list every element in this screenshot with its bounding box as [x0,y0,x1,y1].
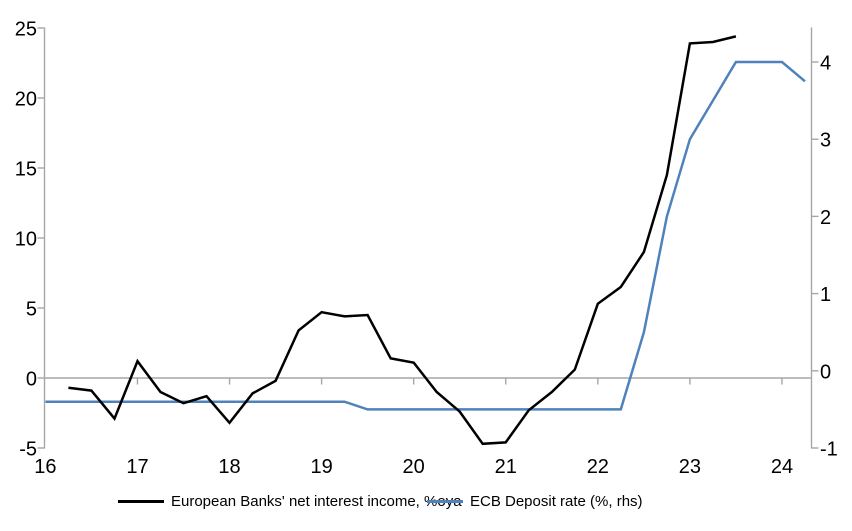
tick-label: 25 [15,19,37,41]
tick-label: -1 [820,439,838,461]
net-interest-income-line [68,35,737,446]
tick-label: 3 [820,130,831,152]
black-line-sample-icon [118,499,164,503]
tick-label: 15 [15,159,37,181]
tick-label: 16 [34,456,56,478]
axis-tick-marks [37,27,819,449]
legend: European Banks' net interest income, %oy… [0,489,852,513]
ecb-deposit-rate-line [45,60,806,411]
tick-label: 10 [15,229,37,251]
tick-label: 1 [820,284,831,306]
tick-label: 17 [126,456,148,478]
tick-label: 0 [26,369,37,391]
tick-label: 18 [218,456,240,478]
tick-label: 4 [820,53,831,75]
legend-label-nii: European Banks' net interest income, %oy… [171,492,462,510]
tick-label: 22 [587,456,609,478]
tick-label: 5 [26,299,37,321]
legend-item-nii: European Banks' net interest income, %oy… [118,489,462,513]
tick-label: 0 [820,361,831,383]
tick-label: 24 [771,456,793,478]
tick-label: 20 [15,89,37,111]
tick-label: -5 [19,439,37,461]
tick-label: 2 [820,207,831,229]
legend-item-deposit-rate: ECB Deposit rate (%, rhs) [427,489,643,513]
tick-label: 23 [679,456,701,478]
tick-label: 19 [310,456,332,478]
tick-label: 21 [495,456,517,478]
blue-line-sample-icon [427,499,463,503]
tick-label: 20 [403,456,425,478]
legend-label-deposit-rate: ECB Deposit rate (%, rhs) [470,492,643,510]
